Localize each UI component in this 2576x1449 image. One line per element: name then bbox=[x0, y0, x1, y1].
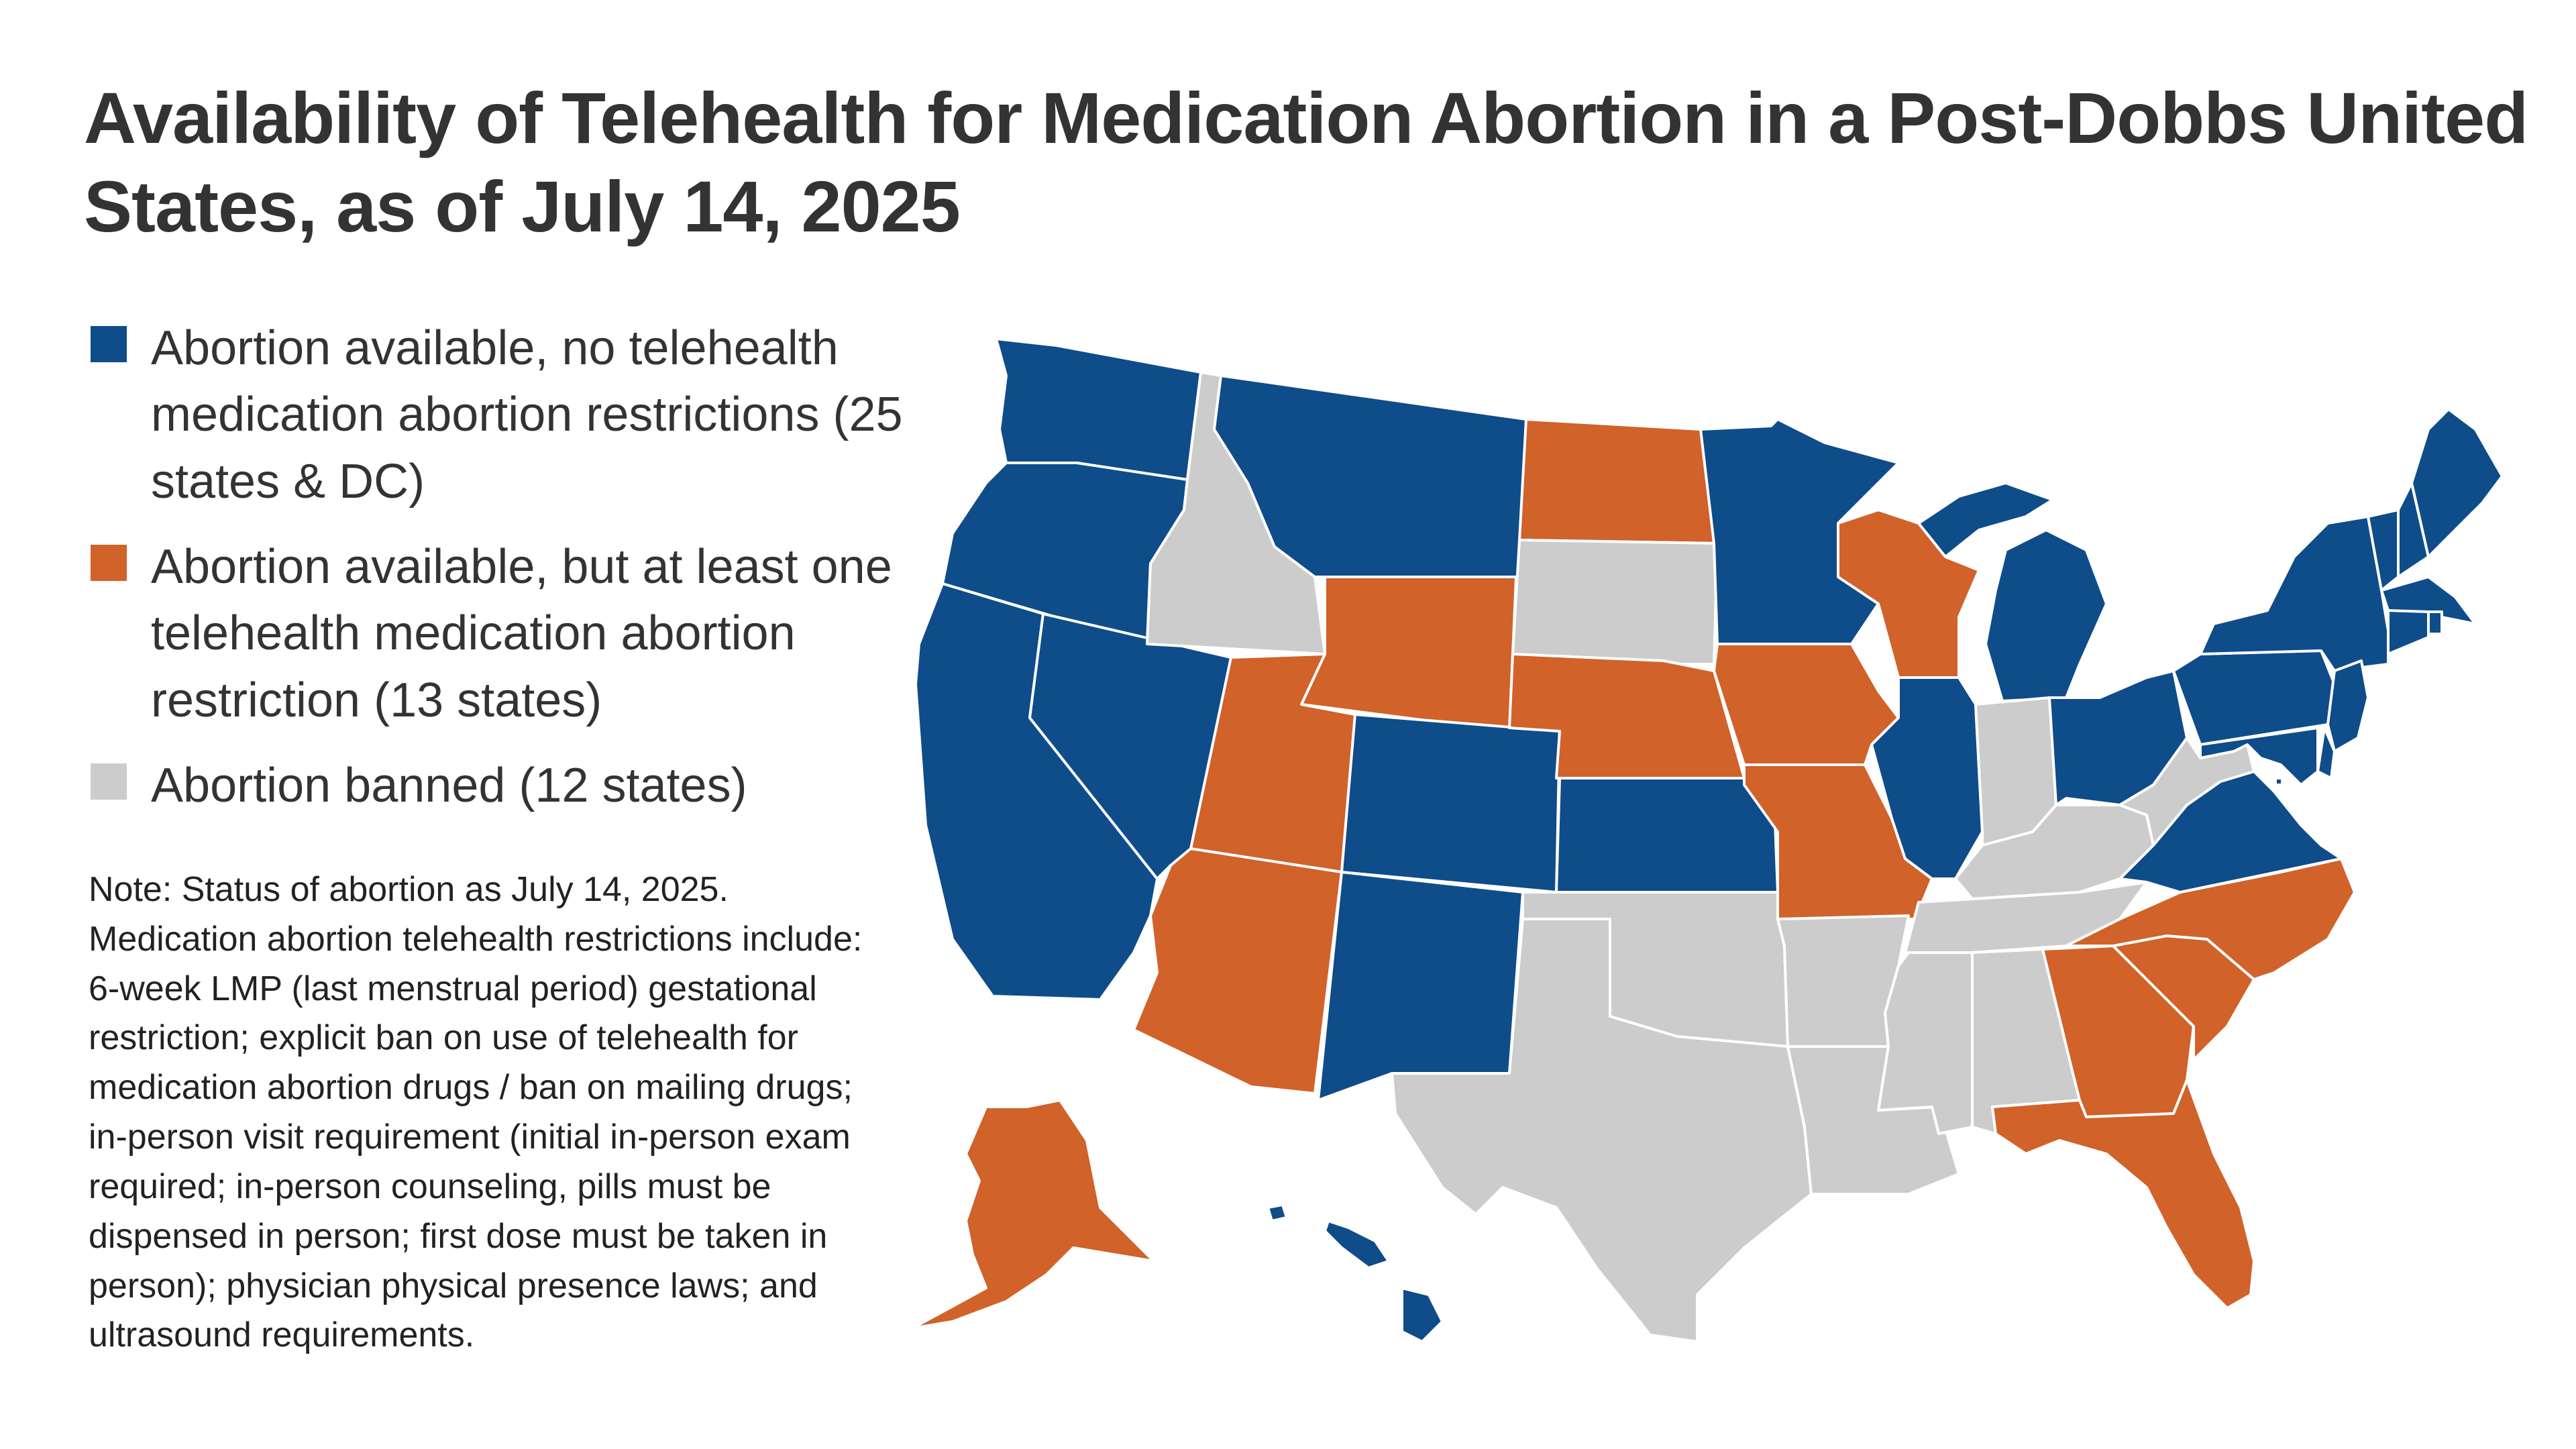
chart-title: Availability of Telehealth for Medicatio… bbox=[84, 77, 2528, 247]
state-illinois[interactable]: Illinois bbox=[1870, 676, 1984, 880]
state-michigan[interactable]: Michigan bbox=[1984, 529, 2108, 702]
state-delaware[interactable]: Delaware bbox=[2316, 727, 2336, 780]
state-wyoming[interactable]: Wyoming bbox=[1300, 576, 1517, 733]
state-district-of-columbia[interactable]: District of Columbia bbox=[2274, 777, 2284, 786]
state-missouri[interactable]: Missouri bbox=[1743, 763, 1933, 920]
state-alaska[interactable]: Alaska bbox=[911, 1099, 1155, 1330]
state-florida[interactable]: Florida bbox=[1991, 1079, 2255, 1309]
state-north-dakota[interactable]: North Dakota bbox=[1518, 418, 1719, 545]
legend-item-banned: Abortion banned (12 states) bbox=[91, 753, 936, 819]
state-arizona[interactable]: Arizona bbox=[1132, 847, 1343, 1095]
state-washington[interactable]: Washington bbox=[995, 337, 1202, 481]
legend-item-available-with-restriction: Abortion available, but at least one tel… bbox=[91, 534, 936, 734]
legend: Abortion available, no telehealth medica… bbox=[91, 315, 936, 839]
state-kansas[interactable]: Kansas bbox=[1555, 777, 1779, 894]
state-maryland[interactable]: Maryland bbox=[2199, 727, 2319, 786]
legend-item-available-no-restrictions: Abortion available, no telehealth medica… bbox=[91, 315, 936, 515]
us-map: Washington Oregon California Nevada Idah… bbox=[879, 315, 2536, 1362]
state-rhode-island[interactable]: Rhode Island bbox=[2427, 610, 2443, 635]
legend-swatch-gray bbox=[91, 763, 127, 800]
footnote: Note: Status of abortion as July 14, 202… bbox=[89, 870, 863, 1355]
state-south-dakota[interactable]: South Dakota bbox=[1511, 539, 1719, 665]
state-texas[interactable]: Texas bbox=[1391, 918, 1813, 1343]
state-new-york[interactable]: New York bbox=[2199, 515, 2390, 672]
legend-label: Abortion banned (12 states) bbox=[151, 759, 747, 813]
state-colorado[interactable]: Colorado bbox=[1340, 713, 1561, 894]
state-michigan-upper-peninsula[interactable]: Michigan bbox=[1917, 482, 2054, 558]
state-wisconsin[interactable]: Wisconsin bbox=[1837, 508, 1980, 679]
state-connecticut[interactable]: Connecticut bbox=[2387, 609, 2430, 655]
state-maine[interactable]: Maine bbox=[2410, 408, 2504, 558]
us-map-svg: Washington Oregon California Nevada Idah… bbox=[911, 337, 2504, 1343]
legend-swatch-blue bbox=[91, 326, 127, 362]
legend-label: Abortion available, but at least one tel… bbox=[151, 540, 892, 727]
state-new-mexico[interactable]: New Mexico bbox=[1317, 871, 1524, 1102]
legend-label: Abortion available, no telehealth medica… bbox=[151, 321, 903, 508]
legend-swatch-orange bbox=[91, 545, 127, 582]
state-hawaii-oahu[interactable]: Hawaii bbox=[1267, 1203, 1288, 1222]
state-hawaii-main[interactable]: Hawaii bbox=[1401, 1287, 1444, 1343]
state-new-jersey[interactable]: New Jersey bbox=[2326, 659, 2369, 753]
state-hawaii-islands[interactable]: Hawaii bbox=[1324, 1220, 1390, 1269]
